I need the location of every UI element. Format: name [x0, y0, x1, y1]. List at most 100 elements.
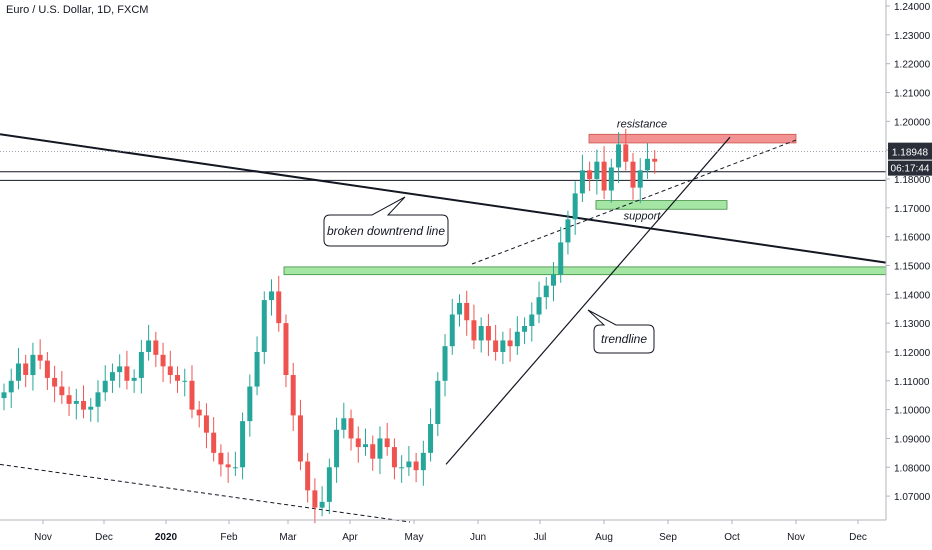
drawing-lines[interactable] — [0, 133, 887, 523]
candle-body — [153, 340, 159, 355]
candle — [218, 444, 224, 477]
candle-body — [290, 375, 296, 416]
price-axis[interactable]: 1.240001.230001.220001.210001.200001.190… — [885, 0, 932, 520]
candle — [225, 452, 231, 483]
price-tick-label: 1.18000 — [894, 175, 931, 186]
candle — [435, 372, 441, 437]
callout-bubble — [587, 309, 655, 354]
price-tick-label: 1.13000 — [894, 319, 931, 330]
candle — [572, 181, 578, 235]
candle — [637, 158, 643, 204]
candle — [630, 153, 636, 200]
candle — [442, 334, 448, 397]
candle-body — [52, 377, 58, 387]
previous-high-zone — [283, 266, 887, 276]
candle — [536, 281, 542, 324]
candle-body — [558, 242, 564, 275]
candle — [493, 324, 499, 361]
candle — [449, 298, 455, 355]
candle-body — [276, 291, 282, 324]
time-tick-label: Jul — [534, 532, 547, 543]
candle — [478, 317, 484, 353]
price-tick-label: 1.20000 — [894, 117, 931, 128]
time-tick-label: 2020 — [155, 532, 178, 543]
price-tick-label: 1.11000 — [894, 377, 930, 388]
candle — [117, 354, 123, 388]
candle-body — [456, 302, 462, 315]
candle — [594, 149, 600, 195]
candle-body — [550, 274, 556, 286]
candle — [616, 132, 622, 184]
candle — [579, 154, 585, 203]
candle — [153, 331, 159, 367]
plot-area[interactable]: resistance support broken downtrend line tr… — [0, 118, 887, 524]
lower-dashed-line[interactable] — [0, 463, 411, 523]
candle — [485, 313, 491, 356]
uptrend-line[interactable] — [445, 136, 731, 465]
time-tick-label: May — [405, 532, 424, 543]
callout-trendline[interactable]: trendline — [587, 309, 655, 354]
candle — [399, 455, 405, 483]
callout-broken-downtrend[interactable]: broken downtrend line — [323, 196, 449, 247]
candle-body — [160, 354, 166, 367]
upper-dashed-line[interactable] — [471, 139, 797, 265]
candle — [297, 399, 303, 471]
candle — [543, 277, 549, 310]
price-tick-label: 1.15000 — [894, 261, 931, 272]
candle-body — [261, 300, 267, 352]
downtrend-line[interactable] — [0, 133, 887, 264]
candle — [377, 426, 383, 475]
time-axis[interactable]: Nov Dec 2020 Feb Mar Apr May Jun Jul Aug Sep Oct Nov… — [0, 519, 886, 543]
candle — [305, 452, 311, 503]
support-zone — [595, 200, 728, 210]
time-tick-label: Mar — [279, 532, 297, 543]
candle-body — [95, 392, 101, 407]
candle — [464, 290, 470, 336]
support-label: support — [624, 210, 662, 222]
time-tick-label: Sep — [659, 532, 677, 543]
candle — [276, 275, 282, 332]
resistance-label: resistance — [617, 118, 667, 130]
candle-body — [652, 158, 658, 162]
candle-body — [211, 432, 217, 453]
candle — [15, 347, 21, 390]
time-tick-label: Nov — [787, 532, 805, 543]
candle — [319, 486, 325, 517]
last-price-tag — [888, 142, 932, 160]
candle — [522, 317, 528, 344]
callout-bubble — [323, 196, 449, 247]
candle-body — [30, 354, 36, 376]
candle — [8, 368, 14, 408]
candle-body — [514, 331, 520, 347]
candle — [175, 366, 181, 393]
price-tick-label: 1.17000 — [894, 204, 931, 215]
candle-body — [189, 380, 195, 410]
candle-body — [572, 193, 578, 220]
candle — [189, 365, 195, 419]
candle — [1, 383, 7, 411]
candle-body — [493, 340, 499, 352]
candle-body — [138, 351, 144, 378]
candle — [406, 445, 412, 476]
candle-body — [536, 297, 542, 315]
time-tick-label: Aug — [595, 532, 613, 543]
candle — [23, 354, 29, 388]
candle — [203, 403, 209, 449]
candle-body — [124, 366, 130, 381]
candle-body — [616, 144, 622, 168]
candle — [348, 409, 354, 451]
candle — [428, 408, 434, 462]
candle-body — [608, 167, 614, 191]
candle-body — [543, 285, 549, 298]
price-tick-label: 1.10000 — [894, 406, 931, 417]
candle — [232, 451, 238, 476]
candle-body — [326, 467, 332, 502]
callouts[interactable]: resistance support broken downtrend line tr… — [323, 118, 667, 354]
candle — [608, 158, 614, 203]
price-tick-label: 1.21000 — [894, 88, 931, 99]
candle — [131, 369, 137, 393]
candle-body — [240, 421, 246, 468]
price-tick-label: 1.24000 — [894, 2, 931, 13]
candle — [550, 262, 556, 302]
